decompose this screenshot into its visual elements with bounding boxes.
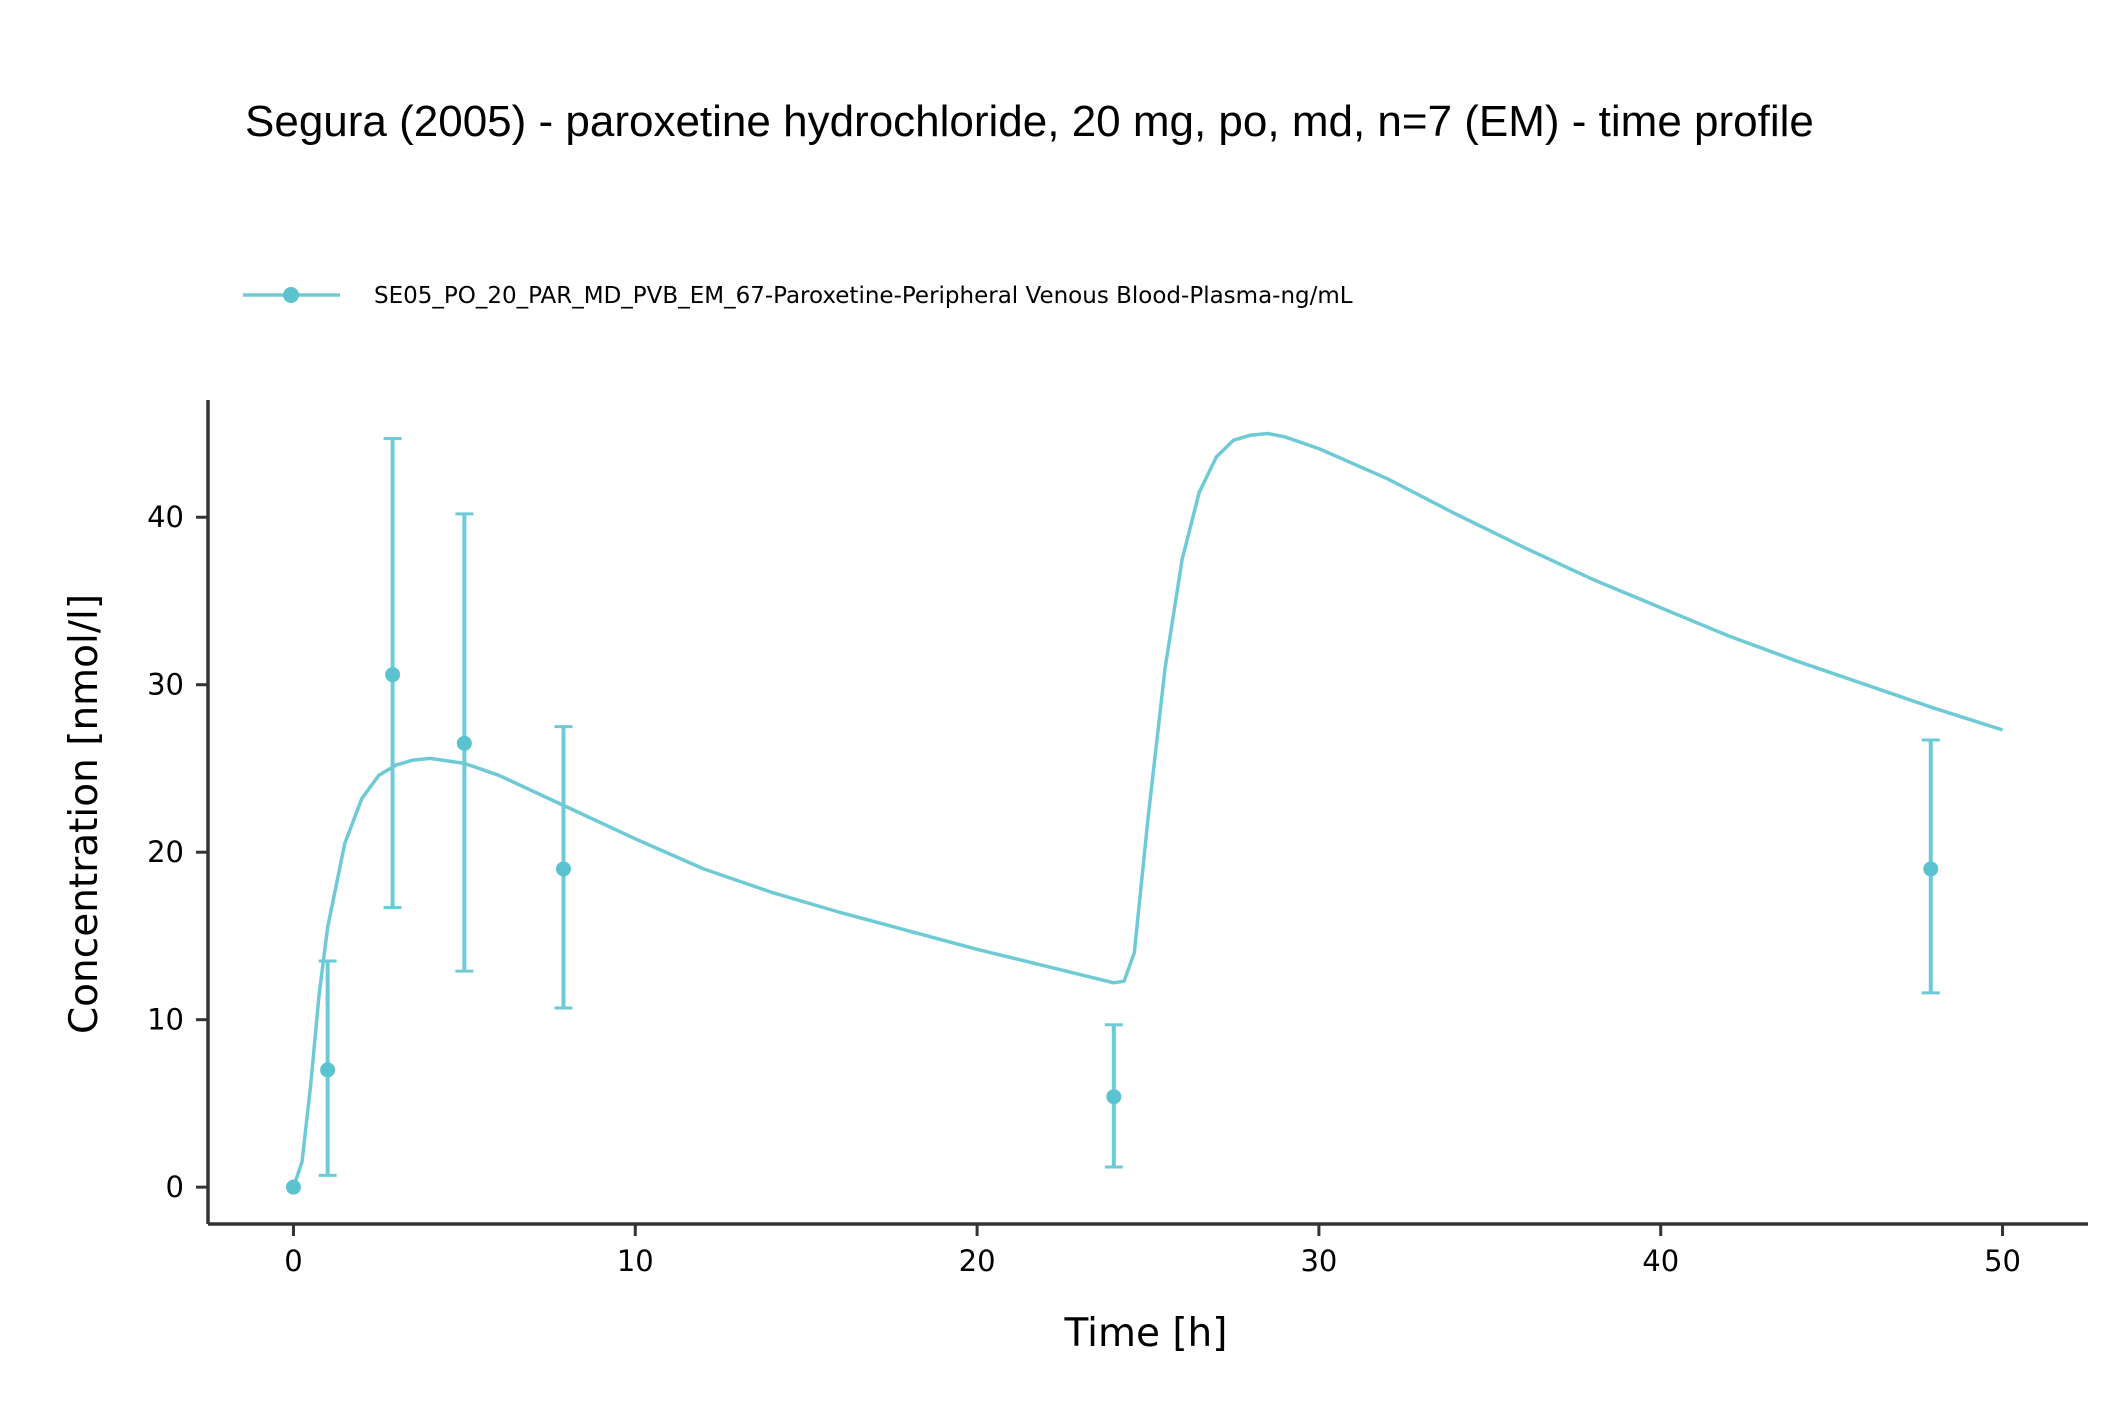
simulated-line <box>291 431 2004 1188</box>
data-point <box>1106 1089 1122 1105</box>
x-axis-title: Time [h] <box>1064 1311 1228 1356</box>
data-point <box>555 861 571 877</box>
legend-label: SE05_PO_20_PAR_MD_PVB_EM_67-Paroxetine-P… <box>374 283 1353 309</box>
x-tick-label: 40 <box>1642 1244 1679 1278</box>
data-point <box>320 1062 336 1078</box>
y-tick-label: 30 <box>147 668 184 702</box>
plot-area: 0 10 20 30 40 50 0 10 20 30 40 <box>147 400 2088 1278</box>
data-point <box>385 667 401 683</box>
y-tick-label: 40 <box>147 500 184 534</box>
x-tick-label: 0 <box>284 1244 302 1278</box>
x-tick-label: 10 <box>617 1244 654 1278</box>
data-point <box>456 735 472 751</box>
y-axis-title: Concentration [nmol/l] <box>62 594 107 1034</box>
data-point <box>285 1179 301 1195</box>
y-tick-label: 10 <box>147 1003 184 1037</box>
y-tick-label: 20 <box>147 835 184 869</box>
legend-swatch-marker <box>283 287 299 303</box>
x-tick-label: 20 <box>959 1244 996 1278</box>
chart-title: Segura (2005) - paroxetine hydrochloride… <box>245 97 1814 146</box>
data-point <box>1923 861 1939 877</box>
x-tick-label: 30 <box>1300 1244 1337 1278</box>
x-tick-label: 50 <box>1984 1244 2021 1278</box>
y-tick-label: 0 <box>166 1170 184 1204</box>
legend: SE05_PO_20_PAR_MD_PVB_EM_67-Paroxetine-P… <box>243 283 1353 309</box>
